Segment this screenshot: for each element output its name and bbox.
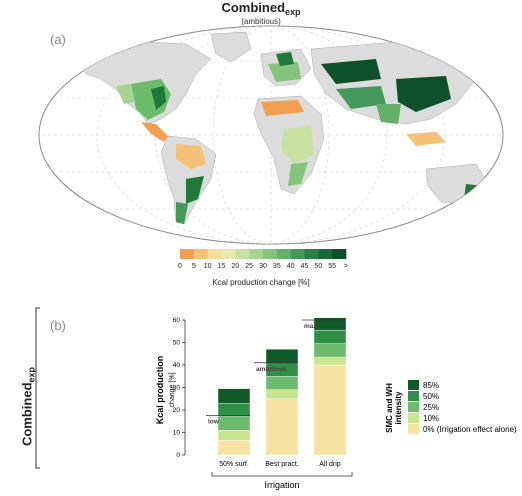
- legend-label: 0% (Irrigation effect alone): [423, 425, 517, 434]
- legend-label: 10%: [423, 414, 439, 423]
- legend-swatch: [408, 380, 419, 390]
- x-tick-label: 50% surf.: [219, 461, 249, 468]
- legend-label: 25%: [423, 403, 439, 412]
- level-label: low: [208, 419, 220, 426]
- panel-a-label: (a): [50, 32, 66, 47]
- y-axis-label: Kcal production: [155, 356, 165, 425]
- bar-segment: [217, 416, 251, 431]
- colorbar-tick-label: 25: [245, 263, 254, 270]
- colorbar-tick-label: 10: [203, 263, 212, 270]
- map-title-main: Combined: [221, 0, 286, 15]
- bar-segment: [265, 389, 299, 399]
- colorbar-swatch: [180, 249, 195, 259]
- bar-segment: [265, 376, 299, 390]
- bar-segment: [313, 329, 347, 344]
- colorbar-swatch: [290, 249, 305, 259]
- colorbar-swatch: [193, 249, 208, 259]
- colorbar-ticks: 0 5 10 15 20 25 30 35 40 45 50 55 >: [0, 263, 522, 275]
- legend-swatch: [408, 424, 419, 434]
- colorbar-tick-label: 45: [300, 263, 309, 270]
- x-axis-label: Irrigation: [264, 480, 299, 490]
- level-label: ambitious: [256, 366, 287, 373]
- bar-chart: 0 10 20 30 40 50 60 Kcal production change [%] 50…: [35, 307, 517, 490]
- x-tick-label: All drip: [319, 461, 341, 468]
- bar-segment: [265, 398, 299, 456]
- bar-segment: [313, 364, 347, 456]
- colorbar-tick-label: 20: [231, 263, 240, 270]
- y-tick-label: 30: [173, 385, 181, 392]
- colorbar-tick-label: 40: [286, 263, 295, 270]
- bar-segment: [217, 430, 251, 441]
- colorbar-swatch: [276, 249, 291, 259]
- colorbar-swatch: [235, 249, 250, 259]
- bar-segment: [217, 388, 251, 404]
- legend-swatch: [408, 391, 419, 401]
- colorbar-swatch: [263, 249, 278, 259]
- colorbar-tick-label: 30: [259, 263, 267, 270]
- world-map: [38, 25, 504, 245]
- colorbar-swatch: [207, 249, 222, 259]
- colorbar-swatch: [318, 249, 333, 259]
- side-bracket: [35, 307, 40, 469]
- colorbar-swatch: [221, 249, 236, 259]
- map-subtitle: (ambitious): [241, 17, 281, 26]
- legend-label: 50%: [423, 392, 439, 401]
- map-title: Combinedexp: [0, 0, 522, 17]
- colorbar-swatch: [332, 249, 347, 259]
- legend-swatch: [408, 402, 419, 412]
- colorbar-tick-label: 5: [191, 263, 196, 270]
- y-tick-label: 20: [173, 407, 181, 414]
- y-tick-label: 40: [173, 362, 181, 369]
- colorbar-tick-label: >: [343, 263, 349, 270]
- colorbar-swatch: [249, 249, 264, 259]
- bar-segment: [217, 403, 251, 417]
- colorbar-tick-label: 15: [217, 263, 226, 270]
- y-tick-label: 50: [173, 340, 181, 347]
- colorbar-swatch: [304, 249, 319, 259]
- legend-swatch: [408, 413, 419, 423]
- colorbar-label: Kcal production change [%]: [212, 278, 310, 287]
- legend-title-2: intensity: [394, 391, 403, 424]
- bar-segment: [313, 343, 347, 358]
- bar-segment: [265, 349, 299, 363]
- y-tick-label: 10: [173, 430, 181, 437]
- bar-segment: [313, 317, 347, 331]
- colorbar-tick-label: 0: [178, 263, 182, 270]
- colorbar-tick-label: 35: [272, 263, 281, 270]
- legend-label: 85%: [423, 381, 439, 390]
- y-axis-label-2: change [%]: [169, 372, 176, 407]
- colorbar: [180, 249, 347, 259]
- bar-segment: [217, 440, 251, 456]
- x-bracket: [211, 472, 353, 477]
- y-tick-label: 60: [173, 317, 181, 324]
- level-label: max: [304, 323, 317, 330]
- y-tick-label: 0: [176, 452, 180, 459]
- colorbar-tick-label: 55: [328, 263, 337, 270]
- panel-b-label: (b): [50, 318, 66, 333]
- map-land: [75, 31, 501, 225]
- x-tick-label: Best pract.: [265, 461, 299, 468]
- colorbar-tick-label: 50: [314, 263, 323, 270]
- bar-segment: [313, 356, 347, 366]
- map-title-sub: exp: [285, 7, 301, 17]
- legend-title: SMC and WH: [385, 383, 394, 433]
